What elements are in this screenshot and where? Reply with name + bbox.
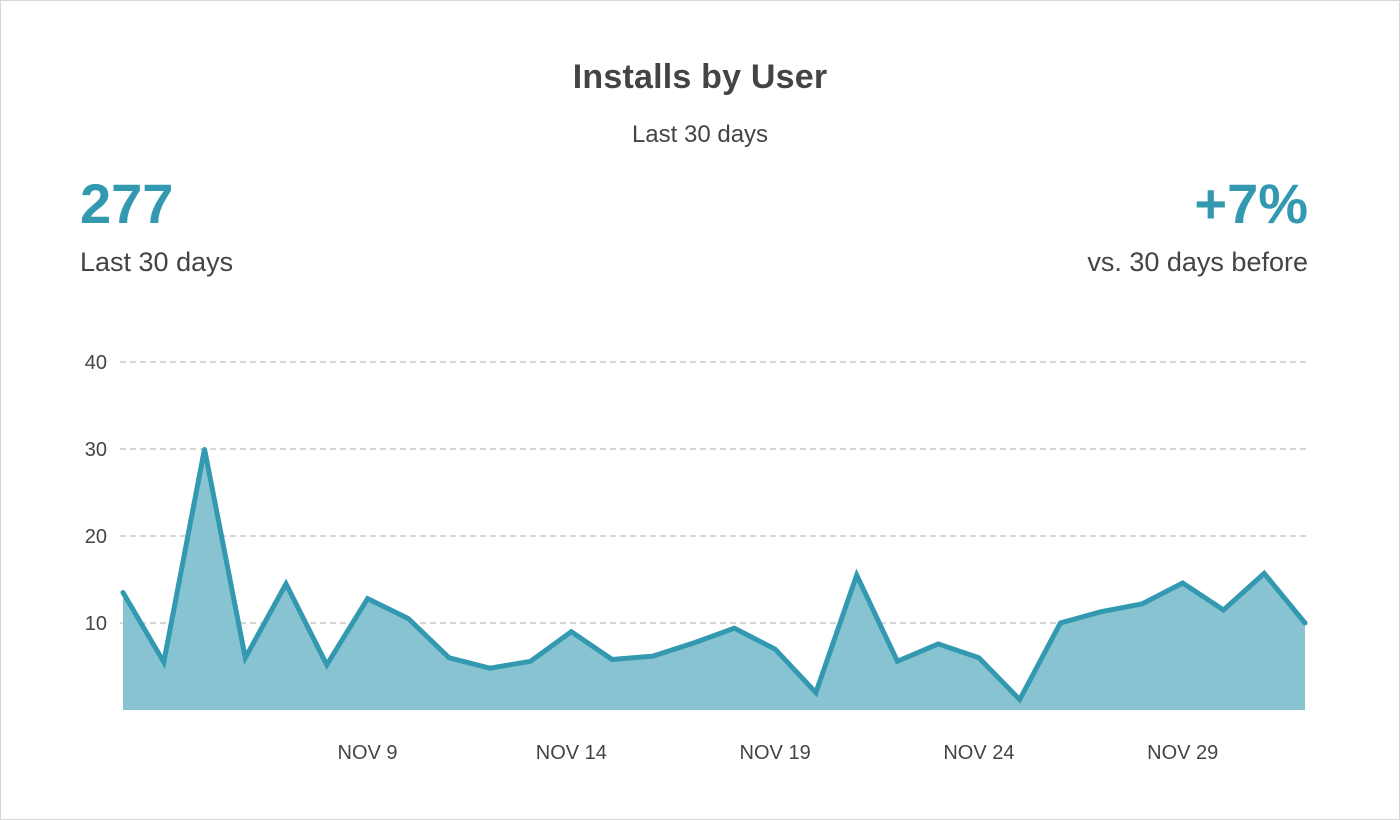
x-tick-label-nov-9: NOV 9	[338, 742, 398, 764]
data-point-15	[732, 626, 737, 631]
data-point-16	[773, 647, 778, 652]
area-fill	[123, 449, 1305, 710]
data-point-13	[650, 654, 655, 659]
data-point-24	[1099, 609, 1104, 614]
data-point-7	[406, 616, 411, 621]
series-line	[120, 448, 1308, 704]
data-point-8	[447, 655, 452, 660]
data-point-3	[243, 655, 248, 660]
data-point-20	[936, 641, 941, 646]
data-point-25	[1139, 601, 1144, 606]
data-point-9	[487, 666, 492, 671]
x-tick-label-nov-19: NOV 19	[740, 742, 811, 764]
data-point-29	[1303, 621, 1307, 625]
data-point-2	[202, 447, 207, 451]
data-point-0	[121, 590, 125, 595]
grid-lines	[120, 361, 1307, 624]
data-point-18	[854, 573, 859, 578]
data-point-19	[895, 659, 900, 664]
total-installs-label: Last 30 days	[80, 247, 234, 277]
change-percent-label: vs. 30 days before	[1087, 247, 1308, 277]
x-axis-ticks: NOV 9 NOV 14 NOV 19 NOV 24 NOV 29	[338, 742, 1219, 764]
data-point-10	[528, 659, 533, 664]
x-tick-label-nov-14: NOV 14	[536, 742, 607, 764]
data-point-28	[1262, 571, 1267, 576]
data-point-4	[284, 581, 289, 586]
x-tick-label-nov-24: NOV 24	[943, 742, 1014, 764]
chart-subtitle: Last 30 days	[631, 121, 769, 148]
y-tick-label-30: 30	[85, 439, 107, 461]
data-point-14	[691, 641, 696, 646]
data-point-1	[161, 660, 166, 665]
change-percent-value: +7%	[1194, 172, 1308, 235]
data-point-27	[1221, 607, 1226, 612]
y-tick-label-40: 40	[85, 352, 107, 374]
x-tick-label-nov-29: NOV 29	[1147, 742, 1218, 764]
y-tick-label-10: 10	[85, 613, 107, 635]
data-point-23	[1058, 621, 1063, 625]
data-point-12	[610, 657, 615, 662]
data-point-21	[976, 655, 981, 660]
y-axis-ticks: 10 20 30 40	[85, 352, 107, 635]
data-point-5	[324, 662, 329, 667]
total-installs-value: 277	[80, 172, 174, 235]
y-tick-label-20: 20	[85, 526, 107, 548]
data-point-26	[1180, 580, 1185, 585]
data-point-17	[813, 690, 818, 695]
data-point-11	[569, 629, 574, 634]
data-point-6	[365, 596, 370, 601]
data-point-22	[1017, 697, 1022, 702]
chart-title: Installs by User	[572, 58, 828, 96]
area-series	[120, 447, 1308, 710]
